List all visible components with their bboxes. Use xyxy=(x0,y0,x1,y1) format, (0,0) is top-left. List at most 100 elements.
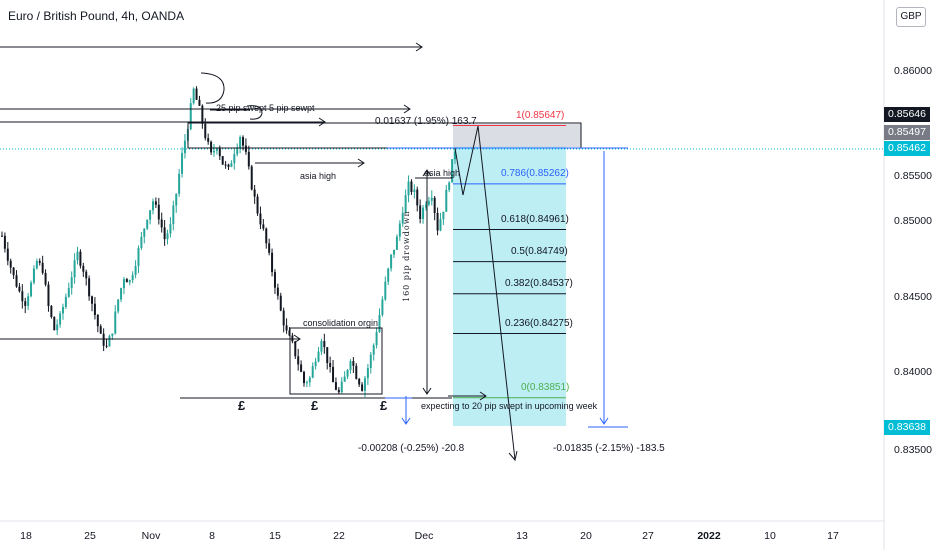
candle-body xyxy=(334,382,337,390)
time-tick: 18 xyxy=(20,530,32,542)
candle-body xyxy=(21,291,24,302)
measure-label-top: 0.01637 (1.95%) 163.7 xyxy=(375,116,477,127)
candle-body xyxy=(393,249,396,255)
asia-high-label: asia high xyxy=(300,171,337,181)
candle-body xyxy=(259,213,262,225)
fib-label: 0.382(0.84537) xyxy=(505,278,573,289)
candle-body xyxy=(358,378,361,385)
candle-body xyxy=(152,201,154,211)
candle-body xyxy=(401,212,404,224)
time-tick: 17 xyxy=(827,530,839,542)
candle-body xyxy=(404,195,407,213)
candle-body xyxy=(198,99,201,106)
candle-body xyxy=(375,331,378,346)
measure-label-left: -0.00208 (-0.25%) -20.8 xyxy=(358,443,465,454)
price-badge: 0.85646 xyxy=(884,107,930,122)
pound-marker: £ xyxy=(380,398,388,413)
candle-body xyxy=(430,197,433,201)
candle-body xyxy=(169,224,172,234)
candle-body xyxy=(111,333,114,336)
candle-body xyxy=(445,189,448,212)
candle-body xyxy=(175,193,178,206)
candle-body xyxy=(183,140,186,154)
candle-body xyxy=(410,181,413,192)
candle-body xyxy=(114,311,117,334)
candle-body xyxy=(50,306,53,317)
fib-label: 0.236(0.84275) xyxy=(505,318,573,329)
time-tick: Dec xyxy=(414,530,434,542)
candle-body xyxy=(224,164,227,166)
candle-body xyxy=(41,262,44,273)
candle-body xyxy=(85,271,88,279)
candle-body xyxy=(416,189,419,206)
arrow-lines xyxy=(0,42,452,399)
time-tick: 20 xyxy=(580,530,592,542)
time-tick: 8 xyxy=(209,530,215,542)
time-tick: 2022 xyxy=(697,530,721,542)
sweep-arc-small xyxy=(246,105,263,120)
candle-body xyxy=(221,156,224,165)
candle-body xyxy=(451,159,454,183)
candle-body xyxy=(247,151,250,167)
candle-body xyxy=(285,325,288,331)
candle-body xyxy=(273,272,276,288)
candle-body xyxy=(265,228,268,244)
candle-body xyxy=(207,138,210,142)
candle-body xyxy=(413,189,416,192)
candle-body xyxy=(398,223,401,237)
pound-marker: £ xyxy=(238,398,246,413)
candle-body xyxy=(300,364,303,372)
candle-body xyxy=(210,141,213,153)
candle-body xyxy=(407,181,410,196)
candle-body xyxy=(122,279,125,289)
candle-body xyxy=(160,219,163,228)
candle-body xyxy=(233,154,236,164)
candle-body xyxy=(117,299,120,312)
candle-body xyxy=(279,295,282,311)
candle-body xyxy=(99,326,102,334)
candle-body xyxy=(154,201,157,205)
candle-body xyxy=(303,371,305,384)
candle-body xyxy=(378,314,381,332)
candle-body xyxy=(157,204,160,220)
price-badge: 0.83638 xyxy=(884,420,930,435)
candle-body xyxy=(305,382,308,384)
candle-body xyxy=(172,205,175,225)
candle-body xyxy=(35,261,38,269)
candle-body xyxy=(340,381,343,393)
candle-body xyxy=(314,361,317,367)
price-badge: 0.85497 xyxy=(884,125,930,140)
fib-label: 0.786(0.85262) xyxy=(501,168,569,179)
candle-body xyxy=(323,341,326,348)
drawdown-label: 160 pip drowdown xyxy=(402,210,411,302)
sweep-label: 25 pip swept 5 pip sewpt xyxy=(216,103,315,113)
time-tick: 15 xyxy=(269,530,281,542)
candle-body xyxy=(448,182,451,190)
candle-body xyxy=(454,151,456,160)
candle-body xyxy=(9,260,12,268)
fib-retracement xyxy=(453,125,566,399)
candlestick-series xyxy=(1,86,456,398)
candle-body xyxy=(178,173,181,194)
candle-body xyxy=(76,251,79,261)
candle-body xyxy=(230,163,233,167)
candle-body xyxy=(61,307,64,314)
candle-body xyxy=(108,335,111,347)
candle-body xyxy=(352,361,355,366)
candle-body xyxy=(271,252,274,273)
candle-body xyxy=(422,207,425,220)
currency-button[interactable]: GBP xyxy=(896,7,926,27)
candle-body xyxy=(73,260,76,278)
candle-body xyxy=(88,278,91,297)
candle-body xyxy=(79,251,82,266)
candle-body xyxy=(137,247,140,266)
candle-body xyxy=(38,261,41,263)
candle-body xyxy=(349,361,352,370)
projection-zone xyxy=(453,146,566,426)
candle-body xyxy=(244,145,247,152)
candle-body xyxy=(1,235,3,237)
candle-body xyxy=(424,204,427,208)
candle-body xyxy=(442,211,445,220)
sweep-arc xyxy=(200,72,225,104)
